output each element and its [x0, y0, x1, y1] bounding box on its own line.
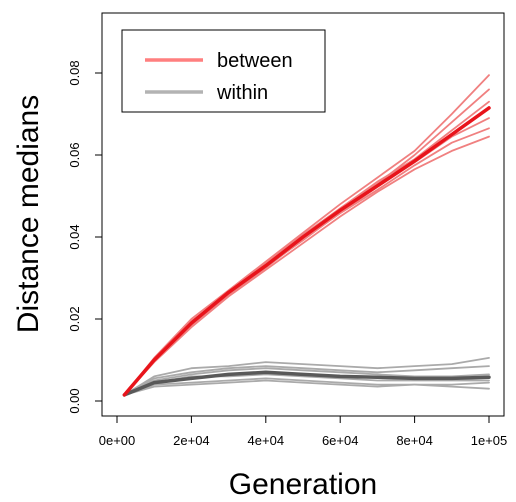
- legend-box: [121, 29, 326, 113]
- x-tick-label: 4e+04: [248, 433, 285, 448]
- series-line-between-median-0: [122, 106, 491, 397]
- x-axis: 0e+00 2e+04 4e+04 6e+04 8e+04 1e+05: [99, 415, 508, 448]
- series-line-within-replicate-12: [123, 365, 490, 396]
- x-tick-label: 2e+04: [173, 433, 210, 448]
- series-line-between-replicate-3: [123, 88, 490, 396]
- y-tick-label: 0.00: [67, 388, 82, 413]
- series-line-within-median-7: [122, 370, 491, 397]
- series-line-between-replicate-4: [123, 127, 490, 396]
- legend-label-between: between: [217, 50, 293, 72]
- series-line-within-replicate-8: [123, 356, 490, 396]
- y-axis-title: Distance medians: [12, 95, 45, 333]
- x-tick-label: 8e+04: [396, 433, 433, 448]
- legend: between within: [121, 29, 326, 113]
- y-tick-label: 0.08: [67, 60, 82, 85]
- y-tick-label: 0.02: [67, 306, 82, 331]
- y-tick-label: 0.04: [67, 224, 82, 249]
- series-line-within-replicate-11: [123, 379, 490, 396]
- y-axis: 0.00 0.02 0.04 0.06 0.08: [67, 60, 103, 414]
- x-axis-title: Generation: [229, 468, 377, 501]
- series-line-within-replicate-10: [123, 367, 490, 396]
- x-tick-label: 0e+00: [99, 433, 136, 448]
- x-tick-label: 1e+05: [471, 433, 508, 448]
- series-line-between-replicate-2: [123, 135, 490, 396]
- y-tick-label: 0.06: [67, 142, 82, 167]
- series-lines: [122, 74, 491, 397]
- x-tick-label: 6e+04: [322, 433, 359, 448]
- legend-label-within: within: [216, 82, 268, 104]
- series-line-between-replicate-1: [123, 74, 490, 396]
